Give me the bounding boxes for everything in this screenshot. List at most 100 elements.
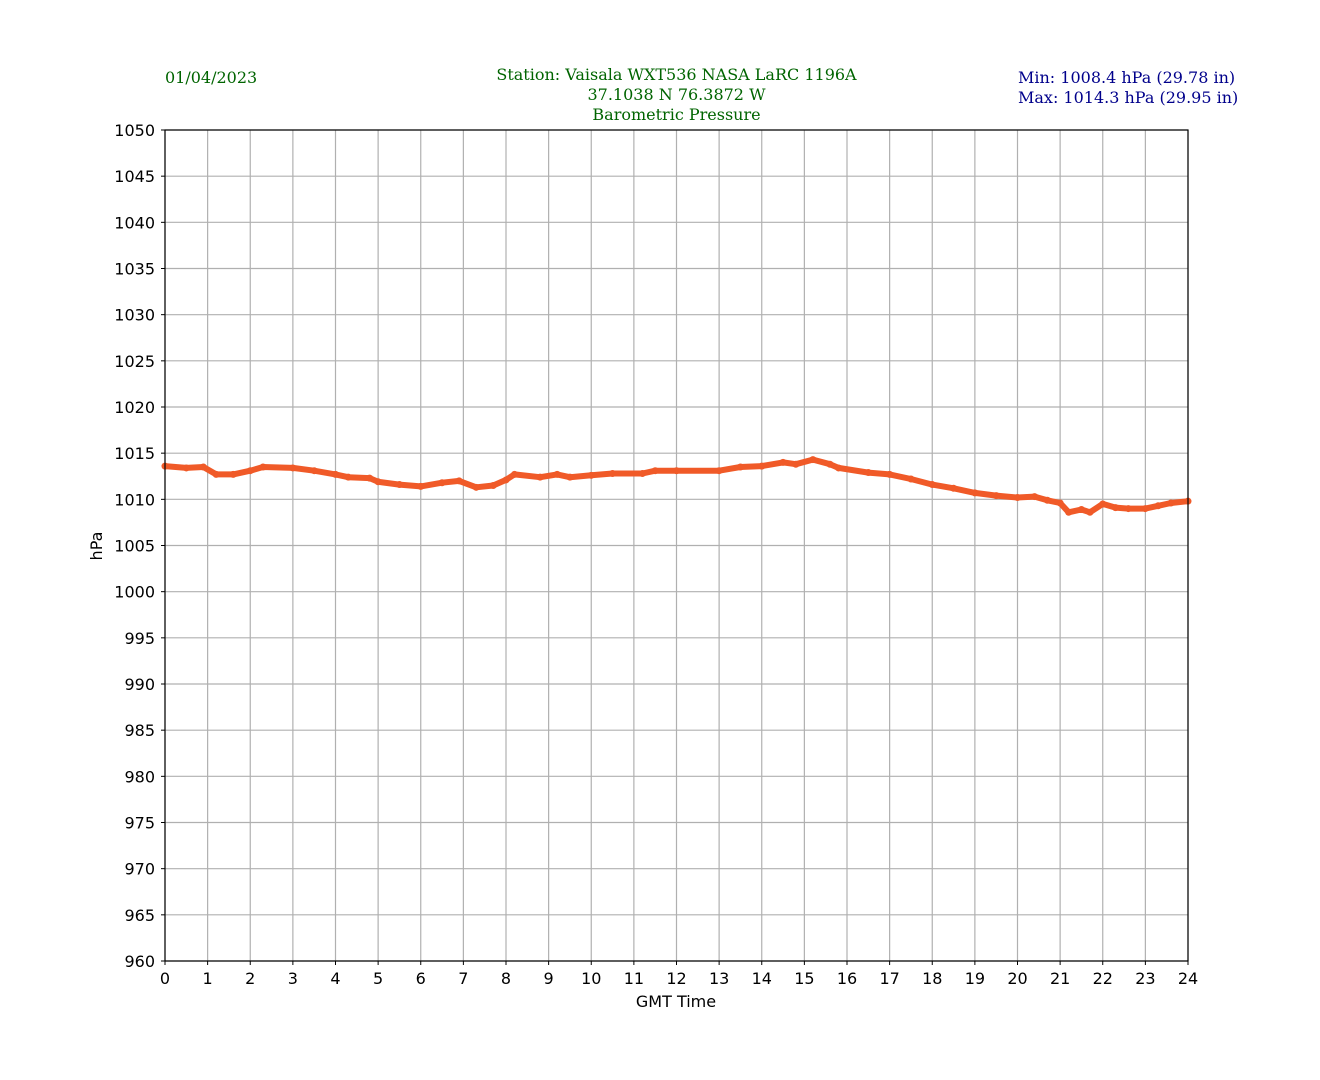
data-point <box>1056 499 1064 507</box>
data-point <box>971 489 979 497</box>
x-tick-label: 23 <box>1135 969 1155 988</box>
x-tick-label: 20 <box>1007 969 1027 988</box>
x-tick-label: 19 <box>965 969 985 988</box>
y-tick-label: 965 <box>124 906 155 925</box>
x-tick-label: 2 <box>245 969 255 988</box>
data-point <box>1112 504 1120 512</box>
data-point <box>779 458 787 466</box>
x-tick-label: 9 <box>544 969 554 988</box>
data-point <box>1014 493 1021 501</box>
x-tick-label: 11 <box>624 969 644 988</box>
data-point <box>536 473 544 481</box>
y-tick-label: 1000 <box>114 583 155 602</box>
data-point <box>809 456 817 464</box>
chart-title: Barometric Pressure <box>592 105 761 124</box>
y-tick-label: 1050 <box>114 121 155 140</box>
data-point <box>736 463 744 471</box>
data-point <box>1031 493 1039 501</box>
y-tick-label: 990 <box>124 675 155 694</box>
x-tick-label: 13 <box>709 969 729 988</box>
data-point <box>1065 508 1073 516</box>
data-point <box>715 467 723 475</box>
y-tick-label: 1035 <box>114 260 155 279</box>
y-tick-label: 1025 <box>114 352 155 371</box>
data-point <box>758 462 766 470</box>
data-point <box>609 469 617 477</box>
data-point <box>1141 505 1149 513</box>
coords-label: 37.1038 N 76.3872 W <box>587 85 766 104</box>
data-point <box>472 483 480 491</box>
data-point <box>438 479 446 487</box>
x-tick-label: 12 <box>666 969 686 988</box>
data-point <box>792 460 800 468</box>
data-point <box>992 492 1000 500</box>
data-point <box>417 482 425 490</box>
y-tick-label: 970 <box>124 860 155 879</box>
x-tick-label: 17 <box>879 969 899 988</box>
data-point <box>864 469 872 477</box>
data-point <box>310 467 318 475</box>
x-tick-label: 18 <box>922 969 942 988</box>
y-tick-label: 1015 <box>114 444 155 463</box>
plot-frame <box>164 129 1189 962</box>
y-tick-label: 1010 <box>114 490 155 509</box>
data-point <box>212 470 220 478</box>
y-tick-label: 980 <box>124 767 155 786</box>
x-tick-label: 1 <box>203 969 213 988</box>
data-point <box>638 469 646 477</box>
min-label: Min: 1008.4 hPa (29.78 in) <box>1018 68 1236 87</box>
data-point <box>332 470 339 478</box>
x-tick-label: 5 <box>373 969 383 988</box>
data-point <box>259 463 267 471</box>
x-tick-label: 24 <box>1178 969 1198 988</box>
data-point <box>587 471 595 479</box>
y-tick-label: 960 <box>124 952 155 971</box>
station-label: Station: Vaisala WXT536 NASA LaRC 1196A <box>496 65 857 84</box>
data-point <box>366 474 374 482</box>
x-tick-label: 0 <box>160 969 170 988</box>
y-tick-label: 1020 <box>114 398 155 417</box>
data-point <box>1124 505 1132 513</box>
y-tick-label: 985 <box>124 721 155 740</box>
max-label: Max: 1014.3 hPa (29.95 in) <box>1018 88 1239 107</box>
y-tick-label: 1030 <box>114 306 155 325</box>
data-point <box>455 477 463 485</box>
x-tick-label: 14 <box>752 969 772 988</box>
data-point <box>1154 502 1162 510</box>
data-point <box>489 481 497 489</box>
data-point <box>199 463 207 471</box>
x-tick-label: 16 <box>837 969 857 988</box>
data-point <box>553 470 561 478</box>
data-point <box>344 473 352 481</box>
y-tick-label: 1045 <box>114 167 155 186</box>
data-point <box>826 460 834 468</box>
pressure-line <box>162 456 1191 516</box>
data-point <box>182 464 190 472</box>
y-tick-label: 975 <box>124 814 155 833</box>
x-tick-label: 8 <box>501 969 511 988</box>
data-point <box>673 467 680 475</box>
x-tick-label: 7 <box>458 969 468 988</box>
data-point <box>1077 505 1085 513</box>
x-axis-label: GMT Time <box>636 992 716 1011</box>
data-point <box>834 464 842 472</box>
y-tick-label: 995 <box>124 629 155 648</box>
x-tick-label: 3 <box>288 969 298 988</box>
y-tick-label: 1040 <box>114 213 155 232</box>
data-point <box>502 476 510 484</box>
data-point <box>289 464 297 472</box>
data-point <box>886 470 894 478</box>
data-point <box>229 470 237 478</box>
x-tick-label: 21 <box>1050 969 1070 988</box>
data-point <box>566 473 574 481</box>
x-tick-label: 22 <box>1093 969 1113 988</box>
x-tick-label: 6 <box>416 969 426 988</box>
date-label: 01/04/2023 <box>165 68 258 87</box>
data-point <box>950 484 958 492</box>
y-axis-label: hPa <box>87 532 106 561</box>
x-tick-label: 15 <box>794 969 814 988</box>
data-point <box>1086 508 1094 516</box>
data-point <box>1043 496 1051 504</box>
x-tick-label: 10 <box>581 969 601 988</box>
